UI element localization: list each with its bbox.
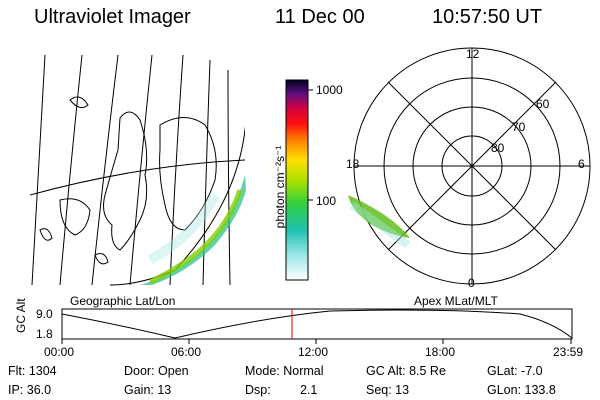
meridian-line xyxy=(202,59,211,286)
info-gain: Gain: 13 xyxy=(124,383,172,397)
polar-panel-label: Apex MLat/MLT xyxy=(414,294,498,308)
info-door: Door: Open xyxy=(124,364,189,378)
info-dsp-value: 2.1 xyxy=(300,383,318,397)
date-label: 11 Dec 00 xyxy=(275,6,365,28)
mlt-label-18: 18 xyxy=(346,157,360,171)
meridian-line xyxy=(169,55,184,286)
timeline-ylabel: GC Alt xyxy=(14,298,28,333)
info-mode: Mode: Normal xyxy=(245,364,324,378)
timeline-xtick: 00:00 xyxy=(44,345,75,359)
mlt-label-12: 12 xyxy=(466,47,480,61)
meridian-line xyxy=(59,55,83,286)
lat-label-70: 70 xyxy=(512,120,526,134)
meridian-line xyxy=(31,55,46,286)
continent-outline xyxy=(159,117,217,231)
timeline-xtick: 18:00 xyxy=(425,345,456,359)
info-seq: Seq: 13 xyxy=(366,383,410,397)
aurora-emission-geo xyxy=(140,175,246,285)
island-outline xyxy=(39,228,53,241)
aurora-emission-polar xyxy=(348,195,410,238)
meridian-line xyxy=(129,55,153,286)
info-ip: IP: 36.0 xyxy=(8,383,52,397)
info-dsp-label: Dsp: xyxy=(245,383,271,397)
instrument-title: Ultraviolet Imager xyxy=(34,6,191,28)
info-glat: GLat: -7.0 xyxy=(487,364,543,378)
timeline-ytick-top: 9.0 xyxy=(36,307,53,321)
time-label: 10:57:50 UT xyxy=(432,6,543,28)
lat-label-80: 80 xyxy=(491,141,505,155)
lat-label-60: 60 xyxy=(536,97,550,111)
info-gcalt: GC Alt: 8.5 Re xyxy=(366,364,446,378)
timeline-ytick-bottom: 1.8 xyxy=(36,327,53,341)
globe-limb xyxy=(109,119,245,286)
altitude-curve xyxy=(61,309,573,339)
geo-panel-label: Geographic Lat/Lon xyxy=(70,294,176,308)
island-outline xyxy=(69,96,89,109)
timeline-xtick: 12:00 xyxy=(298,345,329,359)
info-glon: GLon: 133.8 xyxy=(487,383,556,397)
colorbar-tick-1000: 1000 xyxy=(316,83,343,97)
timeline-xtick: 06:00 xyxy=(171,345,202,359)
latitude-line xyxy=(30,159,245,196)
info-flt: Flt: 1304 xyxy=(8,364,57,378)
timeline-xtick: 23:59 xyxy=(553,345,584,359)
island-outline xyxy=(94,253,109,265)
aurora-emission-geo-core xyxy=(148,189,243,285)
continent-outline xyxy=(103,111,148,251)
colorbar-tick-100: 100 xyxy=(316,194,337,208)
aurora-emission-polar-haze xyxy=(349,201,411,249)
aurora-emission-geo-haze xyxy=(147,192,220,265)
continent-outline xyxy=(59,198,91,236)
meridian-line xyxy=(227,69,231,286)
mlt-label-0: 0 xyxy=(468,276,475,290)
mlt-label-6: 6 xyxy=(578,157,585,171)
